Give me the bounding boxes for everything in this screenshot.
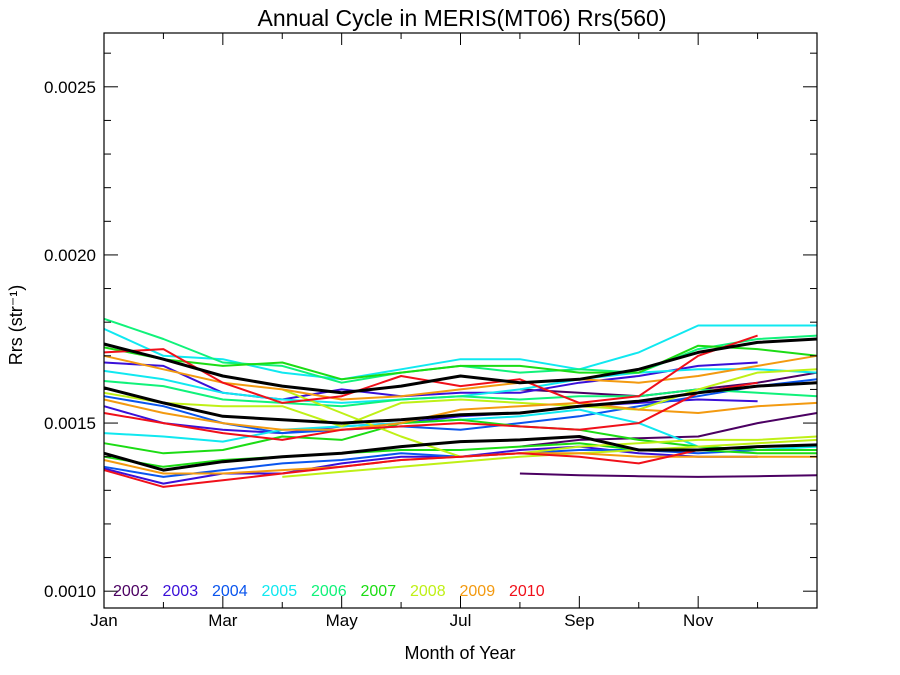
x-tick-label: Sep xyxy=(564,611,594,630)
y-tick-label: 0.0015 xyxy=(44,414,96,433)
legend-entry: 2007 xyxy=(361,583,397,600)
series-line-4 xyxy=(103,361,758,401)
axes-layer: Jan Mar May Jul Sep Nov 0.0010 0.0015 0.0020 0.00… xyxy=(44,32,818,630)
series-line-9 xyxy=(103,324,817,381)
y-tick-label: 0.0010 xyxy=(44,582,96,601)
chart-title: Annual Cycle in MERIS(MT06) Rrs(560) xyxy=(257,5,666,31)
x-axis-label: Month of Year xyxy=(404,643,515,663)
legend: 2002 2003 2004 2005 2006 2007 2008 2009 2010 xyxy=(113,583,545,600)
y-tick-label: 0.0025 xyxy=(44,78,96,97)
series-line-27 xyxy=(103,381,818,425)
series-line-17 xyxy=(103,368,818,428)
plot-frame xyxy=(103,32,818,609)
series-line-5 xyxy=(103,398,758,435)
series-line-1 xyxy=(519,472,818,478)
x-tick-label: May xyxy=(326,611,359,630)
x-tick-label: Jan xyxy=(90,611,117,630)
legend-entry: 2008 xyxy=(410,583,446,600)
series-line-28 xyxy=(103,435,818,472)
y-axis-label: Rrs (str⁻¹) xyxy=(6,285,26,365)
series-line-18 xyxy=(281,388,818,458)
x-tick-label: Nov xyxy=(683,611,714,630)
series-line-14 xyxy=(103,344,818,381)
series-line-25 xyxy=(103,445,758,488)
legend-entry: 2004 xyxy=(212,583,248,600)
series-line-21 xyxy=(103,398,818,431)
series-line-24 xyxy=(103,381,758,441)
legend-entry: 2002 xyxy=(113,583,149,600)
series-line-26 xyxy=(103,337,818,395)
x-tick-label: Jul xyxy=(450,611,472,630)
legend-entry: 2010 xyxy=(509,583,545,600)
legend-entry: 2005 xyxy=(262,583,298,600)
legend-entry: 2003 xyxy=(163,583,199,600)
x-tick-label: Mar xyxy=(208,611,238,630)
legend-entry: 2006 xyxy=(311,583,347,600)
series-line-6 xyxy=(103,445,758,485)
legend-entry: 2009 xyxy=(460,583,496,600)
series-line-2 xyxy=(519,412,818,448)
y-tick-label: 0.0020 xyxy=(44,246,96,265)
series-layer xyxy=(103,317,818,488)
